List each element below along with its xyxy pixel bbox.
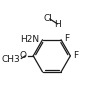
Text: Cl: Cl: [44, 14, 53, 23]
Text: F: F: [73, 51, 78, 60]
Text: H: H: [55, 20, 61, 28]
Text: H2N: H2N: [20, 35, 39, 44]
Text: O: O: [20, 51, 27, 60]
Text: F: F: [64, 34, 69, 43]
Text: CH3: CH3: [1, 55, 20, 64]
